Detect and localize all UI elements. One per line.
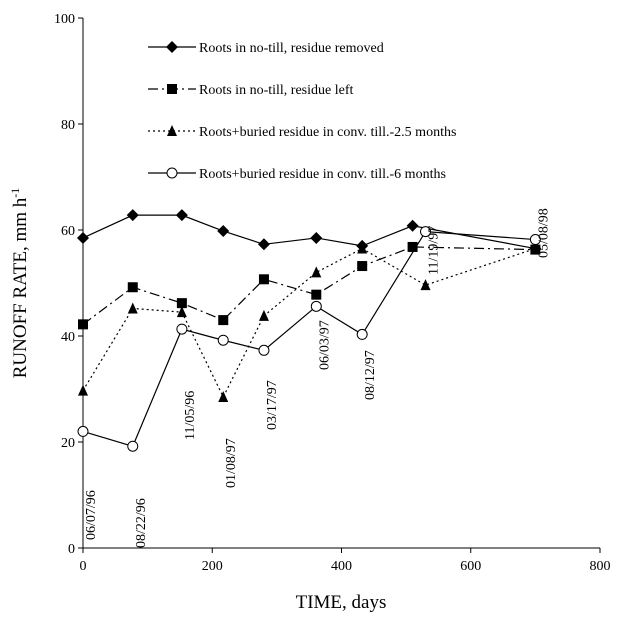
- marker: [310, 231, 323, 244]
- y-axis-title-main: RUNOFF RATE, mm h: [10, 197, 31, 378]
- marker: [407, 241, 418, 252]
- date-label: 01/08/97: [224, 438, 239, 488]
- date-label: 03/17/97: [265, 380, 280, 430]
- marker: [530, 242, 541, 254]
- marker: [257, 238, 270, 251]
- legend-marker: [166, 41, 178, 53]
- date-label: 11/05/96: [183, 391, 198, 440]
- marker: [176, 323, 188, 335]
- marker: [127, 302, 138, 314]
- y-tick-label: 100: [54, 12, 75, 27]
- marker: [77, 231, 89, 244]
- marker: [217, 334, 229, 346]
- series-line: [82, 230, 536, 447]
- marker: [127, 282, 138, 293]
- marker: [78, 319, 88, 330]
- x-tick-label: 600: [460, 559, 481, 574]
- x-tick-label: 0: [80, 559, 87, 574]
- date-label: 11/19/97: [427, 226, 442, 275]
- legend-label: Roots in no-till, residue removed: [199, 41, 384, 56]
- date-label: 06/07/96: [84, 490, 99, 540]
- legend-marker: [166, 167, 178, 179]
- series-line: [82, 214, 536, 250]
- legend-label: Roots in no-till, residue left: [199, 83, 353, 98]
- date-label: 08/22/96: [134, 498, 149, 548]
- series-line: [82, 247, 536, 399]
- marker: [217, 225, 230, 238]
- marker: [356, 328, 368, 340]
- marker: [218, 390, 229, 402]
- y-tick-label: 0: [68, 542, 75, 557]
- marker: [406, 219, 419, 232]
- series-line: [82, 246, 536, 325]
- marker: [420, 226, 432, 238]
- marker: [258, 309, 269, 321]
- legend-label: Roots+buried residue in conv. till.-2.5 …: [199, 125, 456, 140]
- y-axis-title-sup: -1: [8, 188, 22, 198]
- marker: [127, 440, 139, 452]
- x-tick-label: 800: [590, 559, 611, 574]
- marker: [420, 279, 431, 291]
- marker: [357, 261, 368, 272]
- marker: [218, 315, 229, 326]
- marker: [258, 274, 269, 285]
- date-label: 06/03/97: [317, 320, 332, 370]
- y-tick-label: 60: [61, 224, 75, 239]
- y-tick-label: 40: [61, 330, 75, 345]
- marker: [126, 209, 139, 222]
- marker: [78, 384, 88, 396]
- legend-label: Roots+buried residue in conv. till.-6 mo…: [199, 167, 446, 182]
- y-axis-title: RUNOFF RATE, mm h-1: [8, 188, 31, 379]
- marker: [311, 266, 322, 278]
- legend-marker: [167, 84, 177, 94]
- marker: [258, 344, 270, 356]
- marker: [77, 425, 89, 437]
- marker: [311, 289, 322, 300]
- marker: [176, 306, 187, 318]
- x-tick-label: 200: [202, 559, 223, 574]
- marker: [357, 242, 368, 254]
- marker: [176, 298, 187, 309]
- marker: [175, 209, 188, 222]
- x-tick-label: 400: [331, 559, 352, 574]
- legend-marker: [167, 125, 177, 136]
- x-axis-title: TIME, days: [296, 592, 387, 613]
- date-label: 05/08/98: [536, 208, 551, 258]
- date-label: 08/12/97: [363, 350, 378, 400]
- y-tick-label: 80: [61, 118, 75, 133]
- marker: [529, 234, 541, 246]
- marker: [310, 300, 322, 312]
- y-tick-label: 20: [61, 436, 75, 451]
